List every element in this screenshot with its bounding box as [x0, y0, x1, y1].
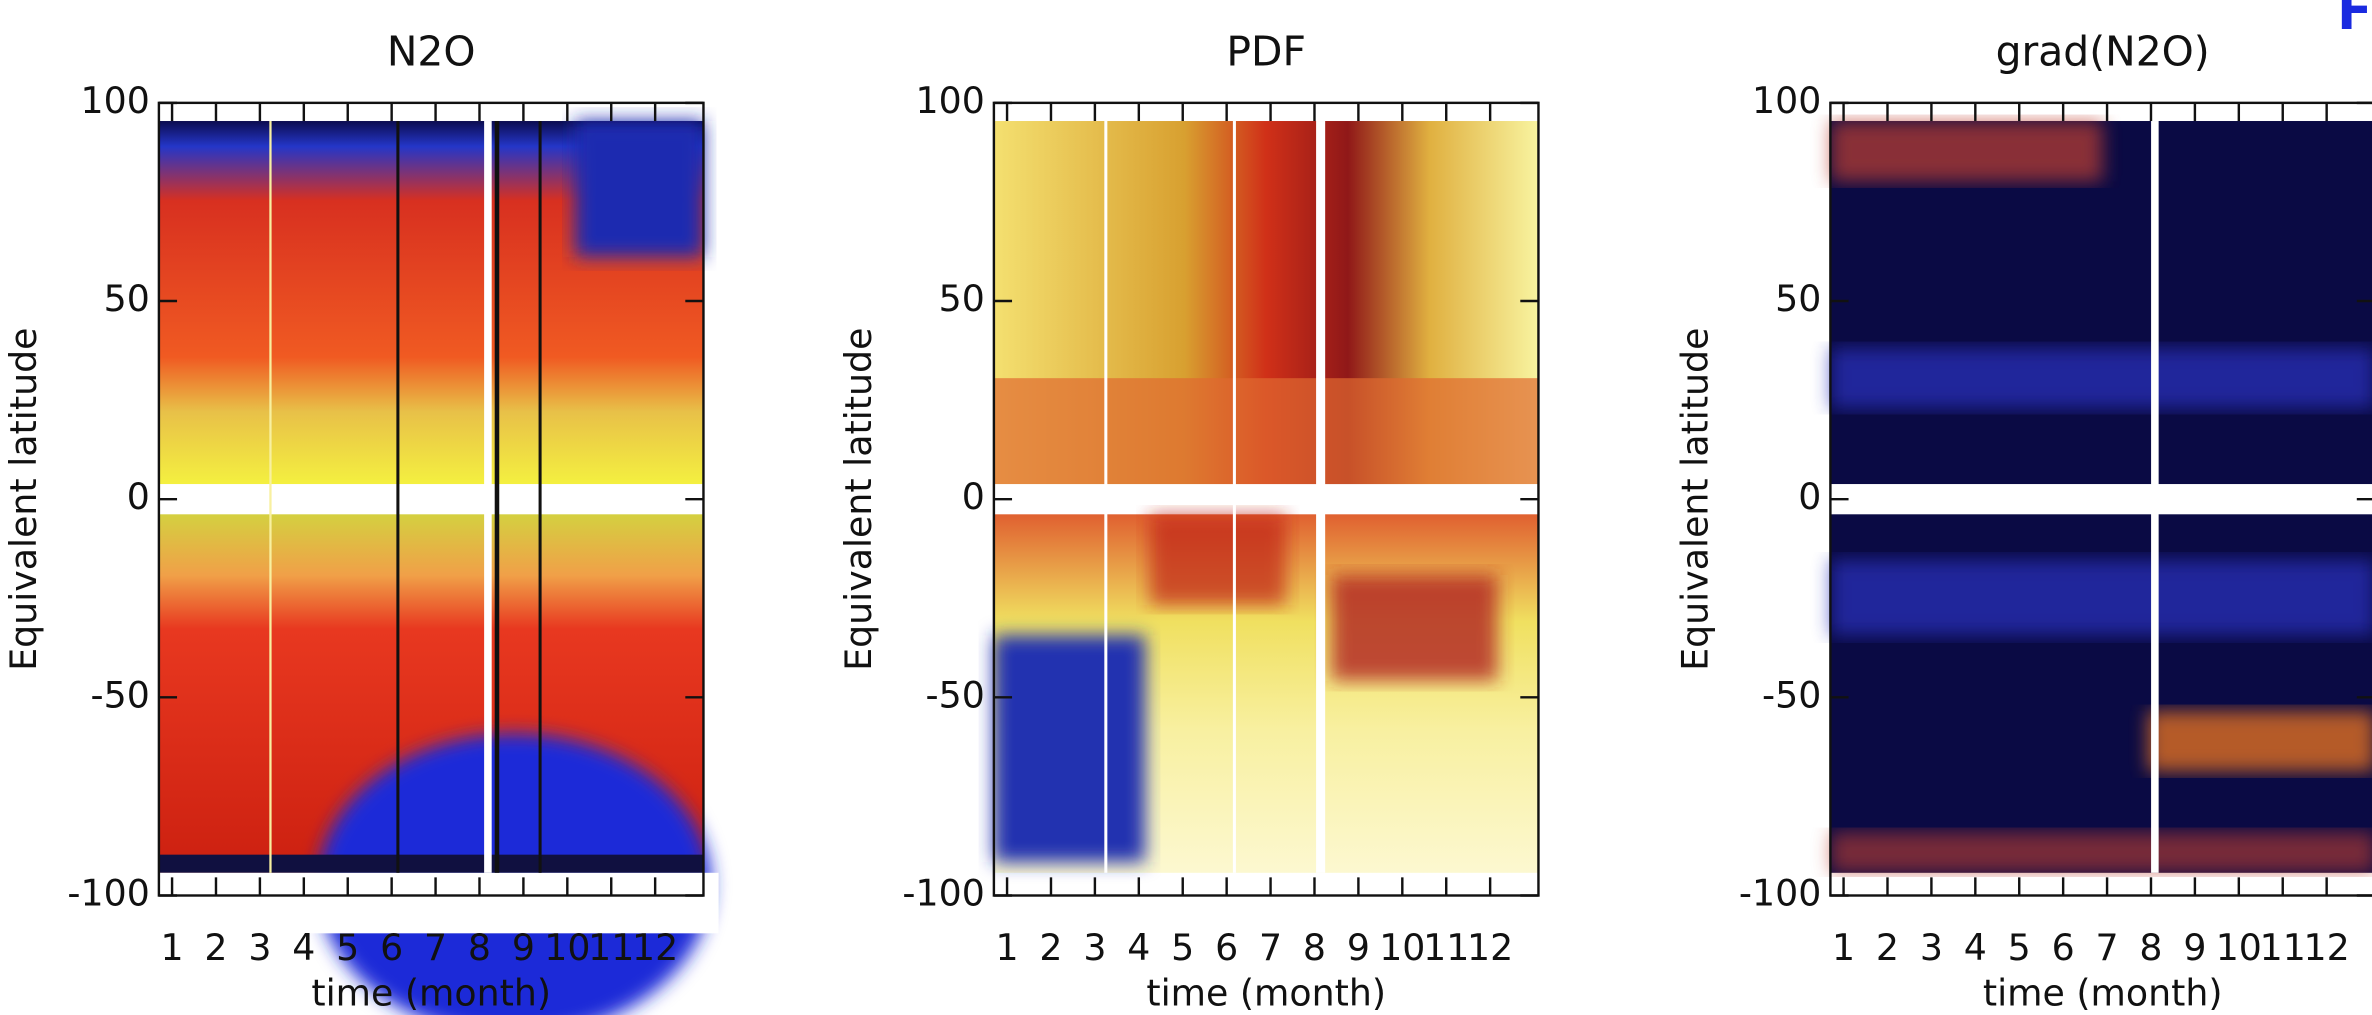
x-axis-label: time (month) [1983, 971, 2223, 1014]
heatmap-n2o [143, 121, 719, 1015]
y-tick-label: 50 [104, 277, 150, 320]
x-tick-label: 4 [1964, 926, 1987, 969]
chart-title: PDF [1226, 27, 1306, 75]
x-tick-label: 3 [248, 926, 271, 969]
x-axis-label: time (month) [1146, 971, 1386, 1014]
y-tick-label: 50 [1775, 277, 1821, 320]
y-tick-label: 100 [1752, 79, 1821, 122]
x-tick-label: 7 [2096, 926, 2119, 969]
y-tick-label: -50 [1762, 673, 1821, 716]
y-tick-label: -100 [1739, 871, 1821, 914]
x-tick-label: 9 [512, 926, 535, 969]
x-tick-label: 8 [2139, 926, 2162, 969]
x-tick-label: 1 [996, 926, 1019, 969]
y-tick-label: 50 [939, 277, 985, 320]
x-tick-label: 11 [2260, 926, 2306, 969]
y-tick-label: -100 [902, 871, 984, 914]
y-axis-label: Equivalent latitude [1673, 328, 1716, 671]
x-tick-label: 3 [1920, 926, 1943, 969]
x-tick-label: 7 [424, 926, 447, 969]
x-tick-label: 10 [2216, 926, 2262, 969]
x-tick-label: 12 [2304, 926, 2350, 969]
x-tick-label: 6 [1215, 926, 1238, 969]
x-tick-label: 8 [468, 926, 491, 969]
x-tick-label: 10 [544, 926, 590, 969]
x-tick-label: 11 [1423, 926, 1469, 969]
x-tick-label: 2 [1876, 926, 1899, 969]
y-tick-label: 100 [916, 79, 985, 122]
heatmap-grad [1830, 121, 2372, 873]
x-tick-label: 5 [2008, 926, 2031, 969]
x-tick-label: 2 [204, 926, 227, 969]
y-axis-label: Equivalent latitude [2, 328, 45, 671]
y-tick-label: 0 [962, 475, 985, 518]
y-tick-label: -50 [926, 673, 985, 716]
x-tick-label: 5 [1171, 926, 1194, 969]
x-tick-label: 6 [380, 926, 403, 969]
x-tick-label: 8 [1303, 926, 1326, 969]
cut-label: F [2337, 0, 2372, 42]
x-tick-label: 4 [1127, 926, 1150, 969]
y-axis-label: Equivalent latitude [837, 328, 880, 671]
x-tick-label: 9 [1347, 926, 1370, 969]
x-tick-label: 12 [1467, 926, 1513, 969]
x-tick-label: 4 [292, 926, 315, 969]
x-tick-label: 10 [1379, 926, 1425, 969]
x-axis-label: time (month) [311, 971, 551, 1014]
x-tick-label: 1 [1832, 926, 1855, 969]
plot-frame [157, 101, 705, 897]
x-tick-label: 5 [336, 926, 359, 969]
y-tick-label: 0 [1798, 475, 1821, 518]
x-tick-label: 9 [2183, 926, 2206, 969]
y-tick-label: -50 [91, 673, 150, 716]
y-tick-label: -100 [67, 871, 149, 914]
x-tick-label: 6 [2052, 926, 2075, 969]
heatmap-pdf [993, 121, 1539, 873]
chart-title: grad(N2O) [1996, 27, 2210, 75]
x-tick-label: 7 [1259, 926, 1282, 969]
chart-title: N2O [387, 27, 476, 75]
y-tick-label: 0 [127, 475, 150, 518]
x-tick-label: 1 [161, 926, 184, 969]
x-tick-label: 2 [1039, 926, 1062, 969]
x-tick-label: 12 [632, 926, 678, 969]
x-tick-label: 11 [588, 926, 634, 969]
y-tick-label: 100 [81, 79, 150, 122]
x-tick-label: 3 [1083, 926, 1106, 969]
